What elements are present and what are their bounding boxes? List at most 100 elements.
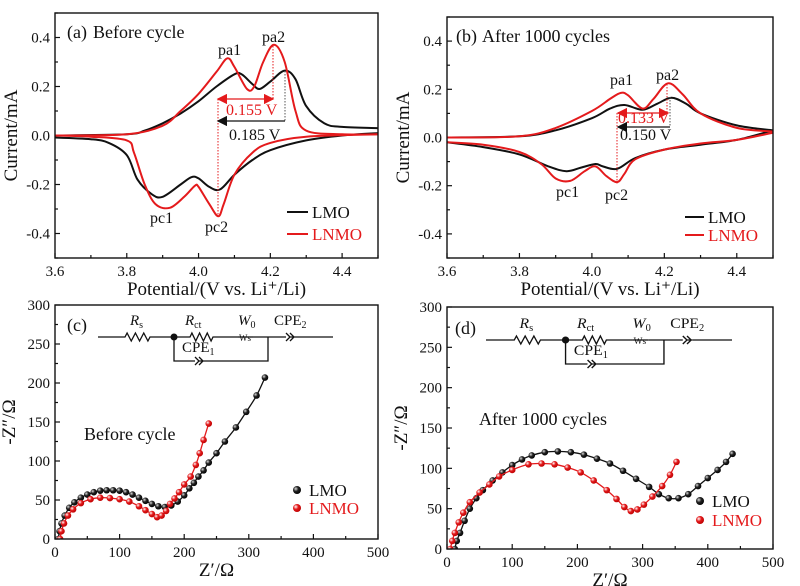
- data-point-lnmo: [162, 507, 170, 515]
- data-point-lmo: [135, 494, 143, 501]
- y-axis-label: Current/mA: [393, 91, 414, 183]
- data-point-lmo: [213, 449, 220, 457]
- y-tick-label: 0.4: [31, 31, 50, 47]
- annotation-label: 0.155 V: [226, 102, 278, 119]
- annotation-label: pa2: [656, 67, 679, 84]
- x-axis-label: Z′/Ω: [592, 570, 627, 586]
- x-tick-label: 300: [238, 545, 261, 561]
- data-point-lnmo: [87, 495, 94, 503]
- legend-marker-lnmo: [696, 516, 704, 524]
- circuit-label-main: W: [238, 313, 252, 329]
- cv-curve-lmo-cathodic: [55, 132, 378, 199]
- circuit-label-w0: W0: [238, 313, 256, 331]
- circuit-label-w0: W0: [633, 315, 651, 334]
- cpe1-element: [587, 359, 597, 369]
- x-tick-label: 4.2: [655, 264, 674, 280]
- x-axis-label: Potential/(V vs. Li⁺/Li): [127, 279, 306, 300]
- circuit-label-main: R: [576, 315, 587, 332]
- data-point-lmo: [142, 497, 149, 505]
- circuit-label-subscript: 2: [699, 323, 704, 334]
- chart-panel-d: 0 100 200 300 400 500050100150200250300Z′/Ω-Z…: [391, 300, 784, 586]
- x-axis-label: Potential/(V vs. Li⁺/Li): [520, 279, 699, 300]
- data-point-lnmo: [551, 461, 558, 468]
- legend-label-lmo: LMO: [712, 492, 750, 511]
- y-tick-label: 100: [28, 454, 51, 470]
- data-point-lmo: [116, 487, 123, 494]
- data-point-lmo: [729, 450, 736, 458]
- y-tick-label: 150: [28, 415, 51, 431]
- data-point-lnmo: [590, 477, 597, 484]
- data-point-lnmo: [564, 464, 571, 471]
- data-point-lnmo: [125, 498, 133, 505]
- data-point-lnmo: [460, 509, 467, 516]
- data-point-lnmo: [613, 495, 620, 503]
- circuit-main-wire: [486, 334, 732, 346]
- circuit-label-main: CPE: [182, 340, 210, 356]
- circuit-label-subscript: s: [529, 323, 533, 334]
- panel-label: (b): [456, 26, 477, 47]
- data-point-lmo: [180, 492, 188, 499]
- data-point-lmo: [541, 448, 549, 456]
- x-tick-label: 300: [631, 555, 654, 571]
- data-point-lnmo: [451, 529, 459, 537]
- circuit-label-rs: Rs: [518, 315, 533, 334]
- data-point-lnmo: [640, 501, 648, 508]
- circuit-label-subscript: ct: [194, 320, 201, 331]
- fit-line-lmo: [454, 450, 734, 549]
- panel-label: (a): [67, 22, 87, 43]
- data-point-lmo: [665, 494, 672, 502]
- annotation-label: pc1: [150, 210, 173, 227]
- legend-marker-lmo: [696, 497, 704, 505]
- data-point-lmo: [109, 486, 117, 494]
- data-point-lnmo: [455, 519, 463, 526]
- x-tick-label: 4.2: [261, 264, 280, 280]
- legend-label-lmo: LMO: [309, 481, 347, 500]
- data-point-lmo: [528, 452, 536, 459]
- cpe2-element: [285, 332, 295, 342]
- data-point-lmo: [103, 486, 110, 494]
- data-point-lnmo: [58, 527, 65, 535]
- plot-area: [447, 82, 773, 184]
- x-tick-label: 200: [566, 555, 589, 571]
- data-point-lmo: [684, 490, 692, 498]
- cpe1-element: [194, 356, 204, 366]
- panel-title: After 1000 cycles: [479, 409, 607, 429]
- data-point-lnmo: [96, 494, 104, 501]
- y-tick-label: 300: [28, 298, 51, 314]
- data-point-lnmo: [666, 471, 674, 479]
- y-tick-label: -0.2: [418, 179, 442, 195]
- data-point-lmo: [71, 499, 78, 506]
- y-tick-label: 50: [35, 493, 50, 509]
- x-tick-label: 0: [51, 545, 59, 561]
- data-point-lnmo: [525, 461, 532, 468]
- x-tick-label: 4.0: [189, 264, 208, 280]
- data-point-lnmo: [673, 458, 680, 466]
- data-point-lmo: [190, 479, 198, 487]
- annotation-label: pa1: [218, 42, 241, 59]
- data-point-lnmo: [106, 494, 114, 502]
- legend-label-lnmo: LNMO: [712, 511, 762, 530]
- legend-label-lnmo: LNMO: [708, 226, 758, 245]
- circuit-node: [561, 336, 570, 344]
- chart-panel-a: 3.6 3.8 4.0 4.2 4.4 -0.4 -0.2 0.0 0.2 0.4 Potentia…: [1, 12, 379, 300]
- circuit-label-subscript: 2: [302, 320, 307, 331]
- y-tick-label: 0.0: [31, 129, 50, 145]
- y-tick-label: 200: [28, 376, 51, 392]
- legend-marker-lnmo: [293, 504, 301, 512]
- data-point-lmo: [205, 459, 213, 466]
- data-point-lmo: [84, 491, 91, 498]
- data-point-lnmo: [495, 473, 503, 480]
- data-point-lnmo: [158, 512, 165, 519]
- data-point-lmo: [155, 502, 162, 510]
- x-tick-label: 400: [697, 555, 720, 571]
- annotation-label: 0.150 V: [620, 127, 672, 144]
- circuit-label-subscript: 0: [251, 320, 256, 331]
- data-point-lmo: [221, 438, 229, 445]
- y-tick-label: 150: [420, 421, 443, 437]
- data-point-lnmo: [476, 489, 483, 496]
- data-point-lmo: [722, 458, 730, 466]
- y-tick-label: 50: [427, 502, 442, 518]
- data-point-lmo: [453, 537, 461, 545]
- y-axis-label: -Z″/Ω: [391, 405, 412, 450]
